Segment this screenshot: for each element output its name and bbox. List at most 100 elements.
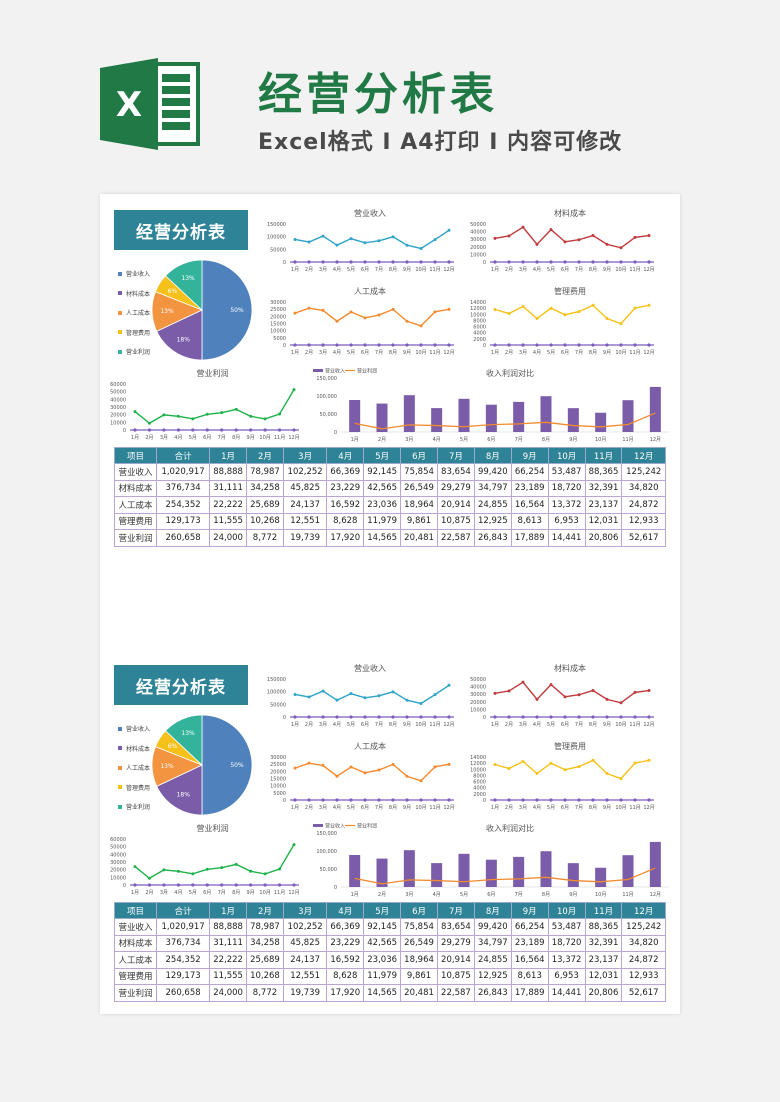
table-cell[interactable]: 88,888 [209,918,248,936]
table-cell[interactable]: 13,372 [547,951,586,969]
table-cell[interactable]: 92,145 [363,918,402,936]
table-cell[interactable]: 12,031 [584,512,623,530]
table-cell[interactable]: 19,739 [282,529,328,547]
table-cell[interactable]: 129,173 [156,967,211,985]
table-cell[interactable]: 14,565 [363,984,402,1002]
table-cell[interactable]: 人工成本 [113,951,158,969]
table-cell[interactable]: 260,658 [156,529,211,547]
table-cell[interactable]: 24,872 [621,496,666,514]
table-cell[interactable]: 16,564 [510,951,549,969]
table-cell[interactable]: 23,036 [363,496,402,514]
table-cell[interactable]: 营业利润 [113,529,158,547]
table-cell[interactable]: 10,875 [436,967,475,985]
table-cell[interactable]: 18,964 [400,951,438,969]
table-cell[interactable]: 1,020,917 [156,463,211,481]
table-cell[interactable]: 18,964 [400,496,438,514]
table-cell[interactable]: 66,254 [510,463,549,481]
table-cell[interactable]: 14,565 [363,529,402,547]
table-cell[interactable]: 22,587 [436,984,475,1002]
table-cell[interactable]: 32,391 [584,934,623,952]
table-cell[interactable]: 1,020,917 [156,918,211,936]
table-cell[interactable]: 11,555 [209,512,248,530]
table-cell[interactable]: 23,229 [326,934,365,952]
table-cell[interactable]: 26,843 [473,984,512,1002]
table-cell[interactable]: 材料成本 [113,934,158,952]
table-cell[interactable]: 92,145 [363,463,402,481]
table-cell[interactable]: 营业收入 [113,918,158,936]
table-cell[interactable]: 10,875 [436,512,475,530]
table-cell[interactable]: 88,365 [584,463,623,481]
table-cell[interactable]: 24,855 [473,951,512,969]
table-cell[interactable]: 26,843 [473,529,512,547]
table-cell[interactable]: 18,720 [547,934,586,952]
table-cell[interactable]: 83,654 [436,918,475,936]
table-cell[interactable]: 材料成本 [113,479,158,497]
table-cell[interactable]: 66,369 [326,463,365,481]
table-cell[interactable]: 8,613 [510,512,549,530]
table-cell[interactable]: 人工成本 [113,496,158,514]
table-cell[interactable]: 254,352 [156,496,211,514]
table-cell[interactable]: 42,565 [363,934,402,952]
table-cell[interactable]: 88,365 [584,918,623,936]
table-cell[interactable]: 32,391 [584,479,623,497]
table-cell[interactable]: 24,000 [209,529,248,547]
table-cell[interactable]: 24,000 [209,984,248,1002]
table-cell[interactable]: 14,441 [547,984,586,1002]
table-cell[interactable]: 31,111 [209,479,248,497]
table-cell[interactable]: 20,806 [584,529,623,547]
table-cell[interactable]: 20,806 [584,984,623,1002]
table-cell[interactable]: 24,137 [282,951,328,969]
table-cell[interactable]: 125,242 [621,463,666,481]
table-cell[interactable]: 99,420 [473,918,512,936]
table-cell[interactable]: 17,889 [510,984,549,1002]
table-cell[interactable]: 376,734 [156,934,211,952]
table-cell[interactable]: 53,487 [547,463,586,481]
table-cell[interactable]: 34,797 [473,934,512,952]
table-cell[interactable]: 20,481 [400,529,438,547]
table-cell[interactable]: 8,628 [326,967,365,985]
table-cell[interactable]: 53,487 [547,918,586,936]
table-cell[interactable]: 88,888 [209,463,248,481]
table-cell[interactable]: 29,279 [436,934,475,952]
table-cell[interactable]: 34,258 [246,934,284,952]
table-cell[interactable]: 12,925 [473,967,512,985]
table-cell[interactable]: 16,564 [510,496,549,514]
table-cell[interactable]: 17,920 [326,529,365,547]
table-cell[interactable]: 24,855 [473,496,512,514]
table-cell[interactable]: 11,979 [363,512,402,530]
table-cell[interactable]: 营业收入 [113,463,158,481]
table-cell[interactable]: 14,441 [547,529,586,547]
table-cell[interactable]: 125,242 [621,918,666,936]
table-cell[interactable]: 9,861 [400,512,438,530]
table-cell[interactable]: 23,189 [510,479,549,497]
table-cell[interactable]: 22,587 [436,529,475,547]
table-cell[interactable]: 29,279 [436,479,475,497]
table-cell[interactable]: 75,854 [400,463,438,481]
table-cell[interactable]: 99,420 [473,463,512,481]
table-cell[interactable]: 23,189 [510,934,549,952]
table-cell[interactable]: 23,229 [326,479,365,497]
table-cell[interactable]: 45,825 [282,479,328,497]
table-cell[interactable]: 12,933 [621,967,666,985]
table-cell[interactable]: 8,628 [326,512,365,530]
table-cell[interactable]: 260,658 [156,984,211,1002]
table-cell[interactable]: 16,592 [326,496,365,514]
table-cell[interactable]: 12,551 [282,512,328,530]
table-cell[interactable]: 10,268 [246,967,284,985]
table-cell[interactable]: 52,617 [621,984,666,1002]
table-cell[interactable]: 17,889 [510,529,549,547]
table-cell[interactable]: 20,914 [436,496,475,514]
table-cell[interactable]: 23,137 [584,496,623,514]
table-cell[interactable]: 营业利润 [113,984,158,1002]
table-cell[interactable]: 34,258 [246,479,284,497]
table-cell[interactable]: 12,551 [282,967,328,985]
table-cell[interactable]: 24,137 [282,496,328,514]
table-cell[interactable]: 376,734 [156,479,211,497]
table-cell[interactable]: 8,772 [246,984,284,1002]
table-cell[interactable]: 18,720 [547,479,586,497]
table-cell[interactable]: 83,654 [436,463,475,481]
table-cell[interactable]: 52,617 [621,529,666,547]
table-cell[interactable]: 9,861 [400,967,438,985]
table-cell[interactable]: 22,222 [209,496,248,514]
table-cell[interactable]: 34,820 [621,479,666,497]
